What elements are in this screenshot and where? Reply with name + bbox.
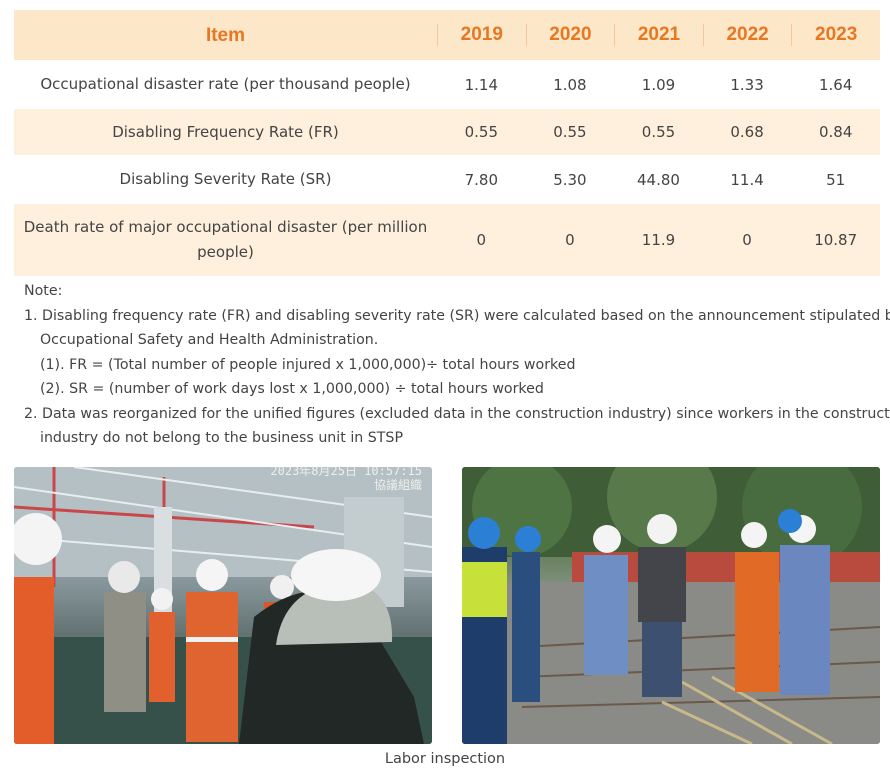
table-row: Death rate of major occupational disaste… [14,204,880,277]
photo-timestamp: 2023年8月25日 10:57:15 協議組織 [270,467,422,492]
row-label: Death rate of major occupational disaste… [23,218,428,261]
table-cell: 7.80 [464,170,498,189]
labor-inspection-photo-factory: 2023年8月25日 10:57:15 協議組織 [14,467,432,744]
table-cell: 11.4 [730,170,764,189]
table-cell: 0.55 [464,123,498,141]
note-line: 2. Data was reorganized for the unified … [24,405,890,422]
header-2019: 2019 [437,24,526,46]
row-label: Disabling Severity Rate (SR) [119,170,332,188]
note-line: industry do not belong to the business u… [40,430,403,446]
disaster-statistics-table: Item 2019 2020 2021 2022 2023 Occupation… [14,10,880,277]
header-2022: 2022 [702,24,792,46]
note-line: Occupational Safety and Health Administr… [40,332,379,348]
table-row: Occupational disaster rate (per thousand… [14,61,880,109]
table-cell: 1.08 [553,75,587,94]
note-title: Note: [24,283,63,299]
header-2020: 2020 [525,24,615,46]
table-cell: 1.14 [464,75,498,94]
note-formula-sr: (2). SR = (number of work days lost x 1,… [40,381,544,397]
table-cell: 0.68 [730,123,764,141]
table-cell: 1.64 [818,75,853,94]
table-row: Disabling Frequency Rate (FR) 0.55 0.55 … [14,109,880,156]
table-cell: 11.9 [641,231,676,249]
table-cell: 5.30 [553,170,587,189]
table-cell: 0.84 [818,123,853,141]
table-cell: 1.09 [641,75,676,94]
table-cell: 44.80 [637,170,680,189]
table-cell: 0 [742,231,752,249]
construction-scene-image [462,467,880,744]
table-cell: 51 [826,170,846,189]
header-2021: 2021 [614,24,703,46]
note-formula-fr: (1). FR = (Total number of people injure… [40,356,576,373]
photo-caption: Labor inspection [384,751,506,767]
labor-inspection-photo-construction [462,467,880,744]
note-line: 1. Disabling frequency rate (FR) and dis… [24,307,890,324]
photo-timestamp-date: 2023年8月25日 10:57:15 [270,467,422,478]
table-row: Disabling Severity Rate (SR) 7.80 5.30 4… [14,156,880,204]
table-cell: 0.55 [641,123,676,141]
table-cell: 0 [476,231,487,249]
header-2023: 2023 [791,24,880,46]
table-cell: 10.87 [814,231,858,249]
table-header-row: Item 2019 2020 2021 2022 2023 [14,10,880,61]
header-item: Item [205,24,246,46]
table-cell: 1.33 [730,75,764,94]
table-cell: 0.55 [553,123,587,141]
row-label: Disabling Frequency Rate (FR) [112,122,339,141]
table-notes: Note: 1. Disabling frequency rate (FR) a… [24,279,890,451]
photo-timestamp-org: 協議組織 [373,478,422,492]
factory-scene-image [14,467,432,744]
table-cell: 0 [565,231,575,249]
row-label: Occupational disaster rate (per thousand… [40,75,411,93]
